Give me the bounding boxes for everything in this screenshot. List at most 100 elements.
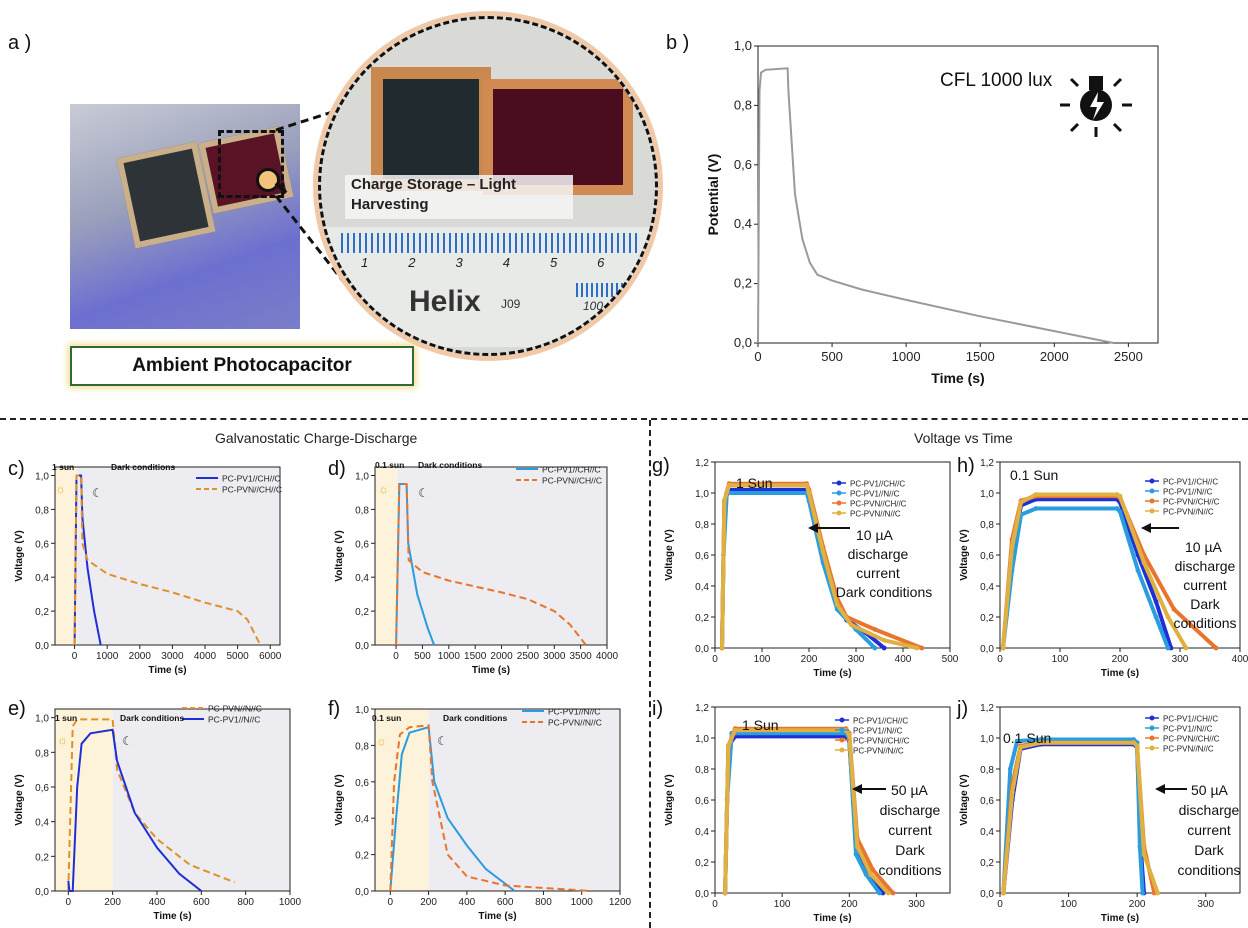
caption-box: Ambient Photocapacitor — [70, 346, 414, 386]
legend-marker — [1149, 715, 1155, 721]
x-tick-label: 300 — [1197, 899, 1214, 910]
light-ray-icon — [1112, 122, 1123, 133]
ruler-number: 5 — [549, 255, 558, 270]
illumination-zone — [112, 709, 290, 891]
data-point — [914, 645, 920, 651]
data-point — [722, 890, 728, 896]
illumination-zone — [55, 709, 113, 891]
y-tick-label: 0,0 — [980, 889, 994, 900]
x-tick-label: 1500 — [464, 651, 487, 662]
y-axis-label: Voltage (V) — [959, 529, 970, 580]
annotation: 50 µA — [1191, 782, 1229, 798]
series-line — [1001, 506, 1170, 649]
y-tick-label: 0,2 — [35, 852, 49, 863]
y-tick-label: 0,8 — [695, 765, 709, 776]
y-tick-label: 1,0 — [695, 489, 709, 500]
x-tick-label: 2000 — [1040, 349, 1069, 364]
ruler-sub-number: 100 — [583, 299, 604, 313]
series-line — [757, 67, 1114, 344]
panel-label-i: i) — [652, 698, 664, 720]
data-point — [890, 890, 896, 896]
data-point — [1117, 493, 1123, 499]
series-line — [723, 734, 885, 895]
annotation: Dark conditions — [418, 460, 483, 470]
legend-label: PC-PV1//CH//C — [542, 465, 601, 475]
legend-label: PC-PV1//CH//C — [853, 717, 908, 726]
x-tick-label: 0 — [72, 651, 78, 662]
y-tick-label: 1,2 — [980, 458, 994, 469]
y-tick-label: 0,6 — [35, 783, 49, 794]
legend-marker — [1149, 725, 1155, 731]
legend-label: PC-PV1//CH//C — [222, 474, 281, 484]
section-divider-horizontal — [0, 418, 1248, 420]
legend-label: PC-PVN//N//C — [1163, 508, 1214, 517]
chart-i: 0 100 200 300 0,0 0,2 0,4 0,6 0,8 1,0 1,2 Time (s) V… — [664, 703, 951, 924]
legend-marker — [836, 510, 842, 516]
data-point — [804, 482, 810, 488]
illumination-zone — [375, 709, 429, 891]
y-tick-label: 0,0 — [35, 887, 49, 898]
data-point — [1213, 645, 1219, 651]
y-tick-label: 0,8 — [35, 748, 49, 759]
legend-label: PC-PV1//CH//C — [850, 480, 905, 489]
y-tick-label: 0,0 — [35, 641, 49, 652]
chart-d: 0 500 1000 1500 2000 2500 3000 3500 4000 0,0 0,2 0,… — [334, 460, 619, 676]
data-point — [1038, 740, 1044, 746]
ruler-number: 3 — [455, 255, 463, 270]
plot-frame — [54, 708, 291, 892]
legend-marker — [836, 500, 842, 506]
y-tick-label: 1,0 — [734, 38, 752, 53]
y-tick-label: 0,2 — [695, 858, 709, 869]
y-axis-label: Voltage (V) — [664, 529, 675, 580]
x-tick-label: 200 — [1129, 899, 1146, 910]
data-point — [919, 645, 925, 651]
y-tick-label: 1,2 — [980, 703, 994, 714]
ruler-numbers: 1 2 3 4 5 6 — [361, 255, 604, 270]
illumination-zone — [375, 467, 398, 645]
y-tick-label: 0,6 — [355, 778, 369, 789]
data-point — [1000, 645, 1006, 651]
series-line — [395, 483, 436, 646]
annotation: discharge — [1179, 802, 1240, 818]
x-axis-label: Time (s) — [153, 911, 191, 922]
x-tick-label: 2500 — [517, 651, 540, 662]
section-divider-vertical — [649, 420, 651, 928]
panel-label-f: f) — [328, 698, 341, 720]
x-tick-label: 800 — [237, 897, 254, 908]
data-point — [726, 743, 731, 749]
y-tick-label: 0,4 — [734, 216, 752, 231]
x-tick-label: 500 — [414, 651, 431, 662]
series-line — [67, 728, 202, 892]
moon-icon: ☾ — [418, 486, 429, 500]
light-ray-icon — [1069, 122, 1080, 133]
y-tick-label: 0,6 — [695, 551, 709, 562]
y-tick-label: 0,2 — [980, 613, 994, 624]
annotation: current — [1187, 822, 1231, 838]
annotation: 0.1 Sun — [1003, 730, 1051, 746]
data-point — [881, 637, 887, 643]
legend-label: PC-PVN//CH//C — [222, 485, 282, 495]
x-tick-label: 300 — [1172, 654, 1189, 665]
data-point — [870, 867, 876, 873]
annotation: 10 µA — [856, 527, 894, 543]
device-photo — [70, 104, 300, 329]
data-point — [1134, 743, 1140, 749]
x-tick-label: 3500 — [570, 651, 593, 662]
annotation: 1 sun — [55, 713, 77, 723]
y-tick-label: 0,6 — [734, 157, 752, 172]
x-tick-label: 6000 — [259, 651, 282, 662]
x-tick-label: 3000 — [543, 651, 566, 662]
arrow-head — [1141, 523, 1151, 533]
legend-label: PC-PV1//CH//C — [1163, 478, 1218, 487]
data-point — [1153, 614, 1159, 620]
y-tick-label: 0,4 — [980, 582, 994, 593]
data-point — [1171, 606, 1177, 612]
legend-marker — [839, 737, 845, 743]
legend-label: PC-PVN//N//C — [208, 704, 262, 714]
data-point — [1165, 614, 1171, 620]
annotation: 1 Sun — [736, 475, 773, 491]
y-axis-label: Voltage (V) — [334, 774, 345, 825]
chart-g: 0 100 200 300 400 500 0,0 0,2 0,4 0,6 0,8 1,0 1,2 Tim… — [664, 458, 959, 679]
ruler-number: 2 — [408, 255, 416, 270]
data-point — [1183, 645, 1189, 651]
